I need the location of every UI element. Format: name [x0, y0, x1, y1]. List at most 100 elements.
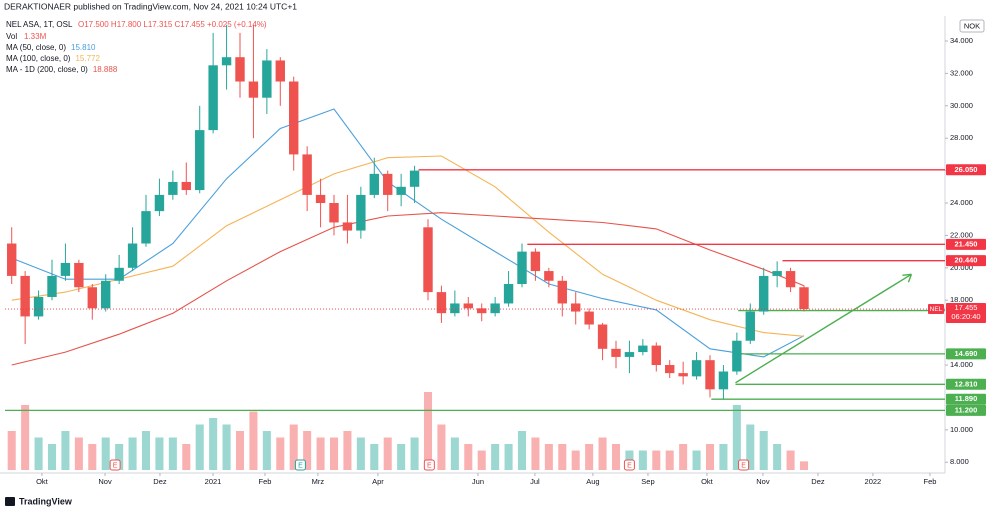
candle-body — [544, 271, 554, 281]
volume-bar — [437, 424, 446, 470]
volume-bar — [517, 431, 527, 470]
volume-bar — [61, 431, 70, 470]
candle-body — [168, 181, 178, 195]
x-tick-label: Okt — [701, 477, 714, 486]
y-tick-label: 10.000 — [950, 425, 973, 434]
event-marker — [738, 459, 750, 471]
volume-bar — [638, 450, 647, 470]
candle-body — [127, 243, 138, 268]
volume-bar — [491, 444, 500, 470]
volume-bar — [370, 444, 379, 470]
volume-bar — [155, 437, 164, 470]
volume-bar — [303, 431, 312, 470]
volume-bar — [101, 437, 110, 470]
volume-bar — [128, 437, 137, 470]
candle-body — [47, 275, 57, 297]
volume-bar — [773, 444, 782, 470]
candle-body — [785, 271, 796, 288]
event-label: E — [427, 462, 432, 469]
candle-body — [60, 262, 71, 276]
volume-bar — [598, 437, 607, 470]
candle-body — [436, 292, 447, 314]
candle-body — [248, 81, 259, 98]
x-tick-label: Aug — [586, 477, 599, 486]
candle-body — [262, 60, 272, 98]
candle-body — [665, 365, 675, 374]
y-tick-label: 8.000 — [950, 457, 969, 466]
volume-bar — [115, 444, 124, 470]
brand-name: TradingView — [19, 496, 73, 506]
volume-bar — [531, 437, 540, 470]
candle-body — [678, 373, 688, 377]
y-tick-label: 28.000 — [950, 133, 973, 142]
candle-body — [409, 170, 420, 187]
volume-bar — [611, 444, 621, 470]
candle-body — [423, 227, 433, 293]
volume-bar — [168, 437, 177, 470]
candle-body — [101, 280, 111, 309]
candle-body — [356, 194, 366, 231]
y-tick-label: 34.000 — [950, 36, 973, 45]
level-label: 26.050 — [955, 165, 978, 174]
candle-body — [557, 280, 567, 304]
volume-bar — [692, 450, 701, 470]
candle-body — [74, 262, 84, 288]
level-label: 11.890 — [955, 394, 978, 403]
x-tick-label: Jul — [530, 477, 540, 486]
trend-line — [735, 273, 912, 384]
ma-line — [11, 212, 805, 366]
volume-bar — [141, 431, 151, 470]
volume-bar — [558, 444, 567, 470]
volume-bar — [544, 444, 553, 470]
volume-bar — [34, 437, 43, 470]
event-label: E — [741, 462, 746, 469]
y-tick-label: 24.000 — [950, 198, 973, 207]
y-tick-label: 18.000 — [950, 295, 973, 304]
trend-arrow — [902, 273, 913, 283]
legend-ma-name: MA (100, close, 0) — [6, 54, 71, 63]
volume-bar — [746, 424, 755, 470]
level-label: 20.440 — [955, 256, 978, 265]
level-label: 14.690 — [955, 349, 978, 358]
candle-body — [463, 303, 473, 309]
legend-ma-value: 15.810 — [71, 43, 96, 52]
level-tag — [946, 404, 986, 416]
volume-bar — [423, 392, 433, 470]
x-tick-label: Feb — [259, 477, 272, 486]
x-tick-label: Feb — [923, 477, 936, 486]
level-tag — [946, 164, 986, 176]
candle-body — [329, 203, 339, 223]
volume-bar — [329, 437, 339, 470]
legend-ohlc: O17.500 H17.800 L17.315 C17.455 +0.025 (… — [78, 20, 267, 29]
volume-bar — [464, 444, 473, 470]
volume-bar — [276, 437, 285, 470]
candle-body — [208, 65, 218, 131]
candle-body — [221, 57, 232, 66]
event-label: E — [298, 462, 303, 469]
header: DERAKTIONAER published on TradingView.co… — [4, 1, 297, 11]
legend-volume: Vol — [6, 32, 17, 41]
volume-bar — [316, 437, 325, 470]
event-marker — [623, 459, 635, 471]
candle-body — [154, 194, 165, 212]
candle-body — [181, 181, 191, 191]
volume-bar — [262, 431, 271, 470]
candle-body — [624, 352, 635, 357]
volume-bar — [397, 444, 406, 470]
candle-body — [383, 173, 393, 195]
x-tick-label: Apr — [372, 477, 384, 486]
volume-bar — [799, 461, 809, 470]
candle-body — [718, 371, 729, 390]
candle-body — [396, 186, 406, 195]
legend-ma-value: 15.772 — [75, 54, 100, 63]
candle-body — [732, 340, 742, 372]
legend-symbol: NEL ASA, 1T, OSL — [6, 20, 73, 29]
candle-body — [611, 348, 621, 357]
y-tick-label: 32.000 — [950, 68, 973, 77]
candle-body — [289, 81, 299, 155]
candle-body — [759, 275, 769, 312]
volume-bar — [343, 431, 352, 470]
candle-body — [7, 243, 17, 276]
